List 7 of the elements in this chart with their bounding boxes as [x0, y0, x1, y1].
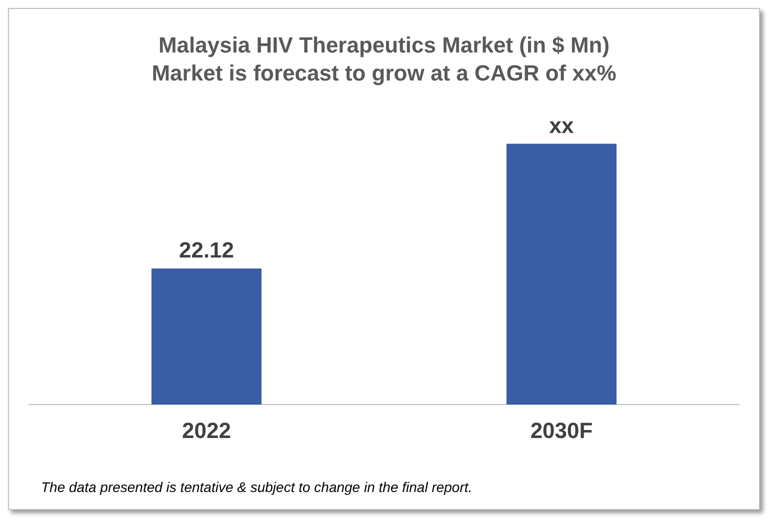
text: The data presented is tentative & subject to change in the final report. [41, 479, 472, 495]
x-tick-label: 2022 [182, 418, 231, 443]
chart-title: Malaysia HIV Therapeutics Market (in $ Mn) [158, 32, 610, 58]
data-label: xx [549, 112, 574, 138]
data-label: 22.12 [178, 238, 234, 263]
chart-subtitle: Market is forecast to grow at a CAGR of xx% [152, 60, 616, 86]
x-tick-label: 2030F [530, 418, 593, 443]
